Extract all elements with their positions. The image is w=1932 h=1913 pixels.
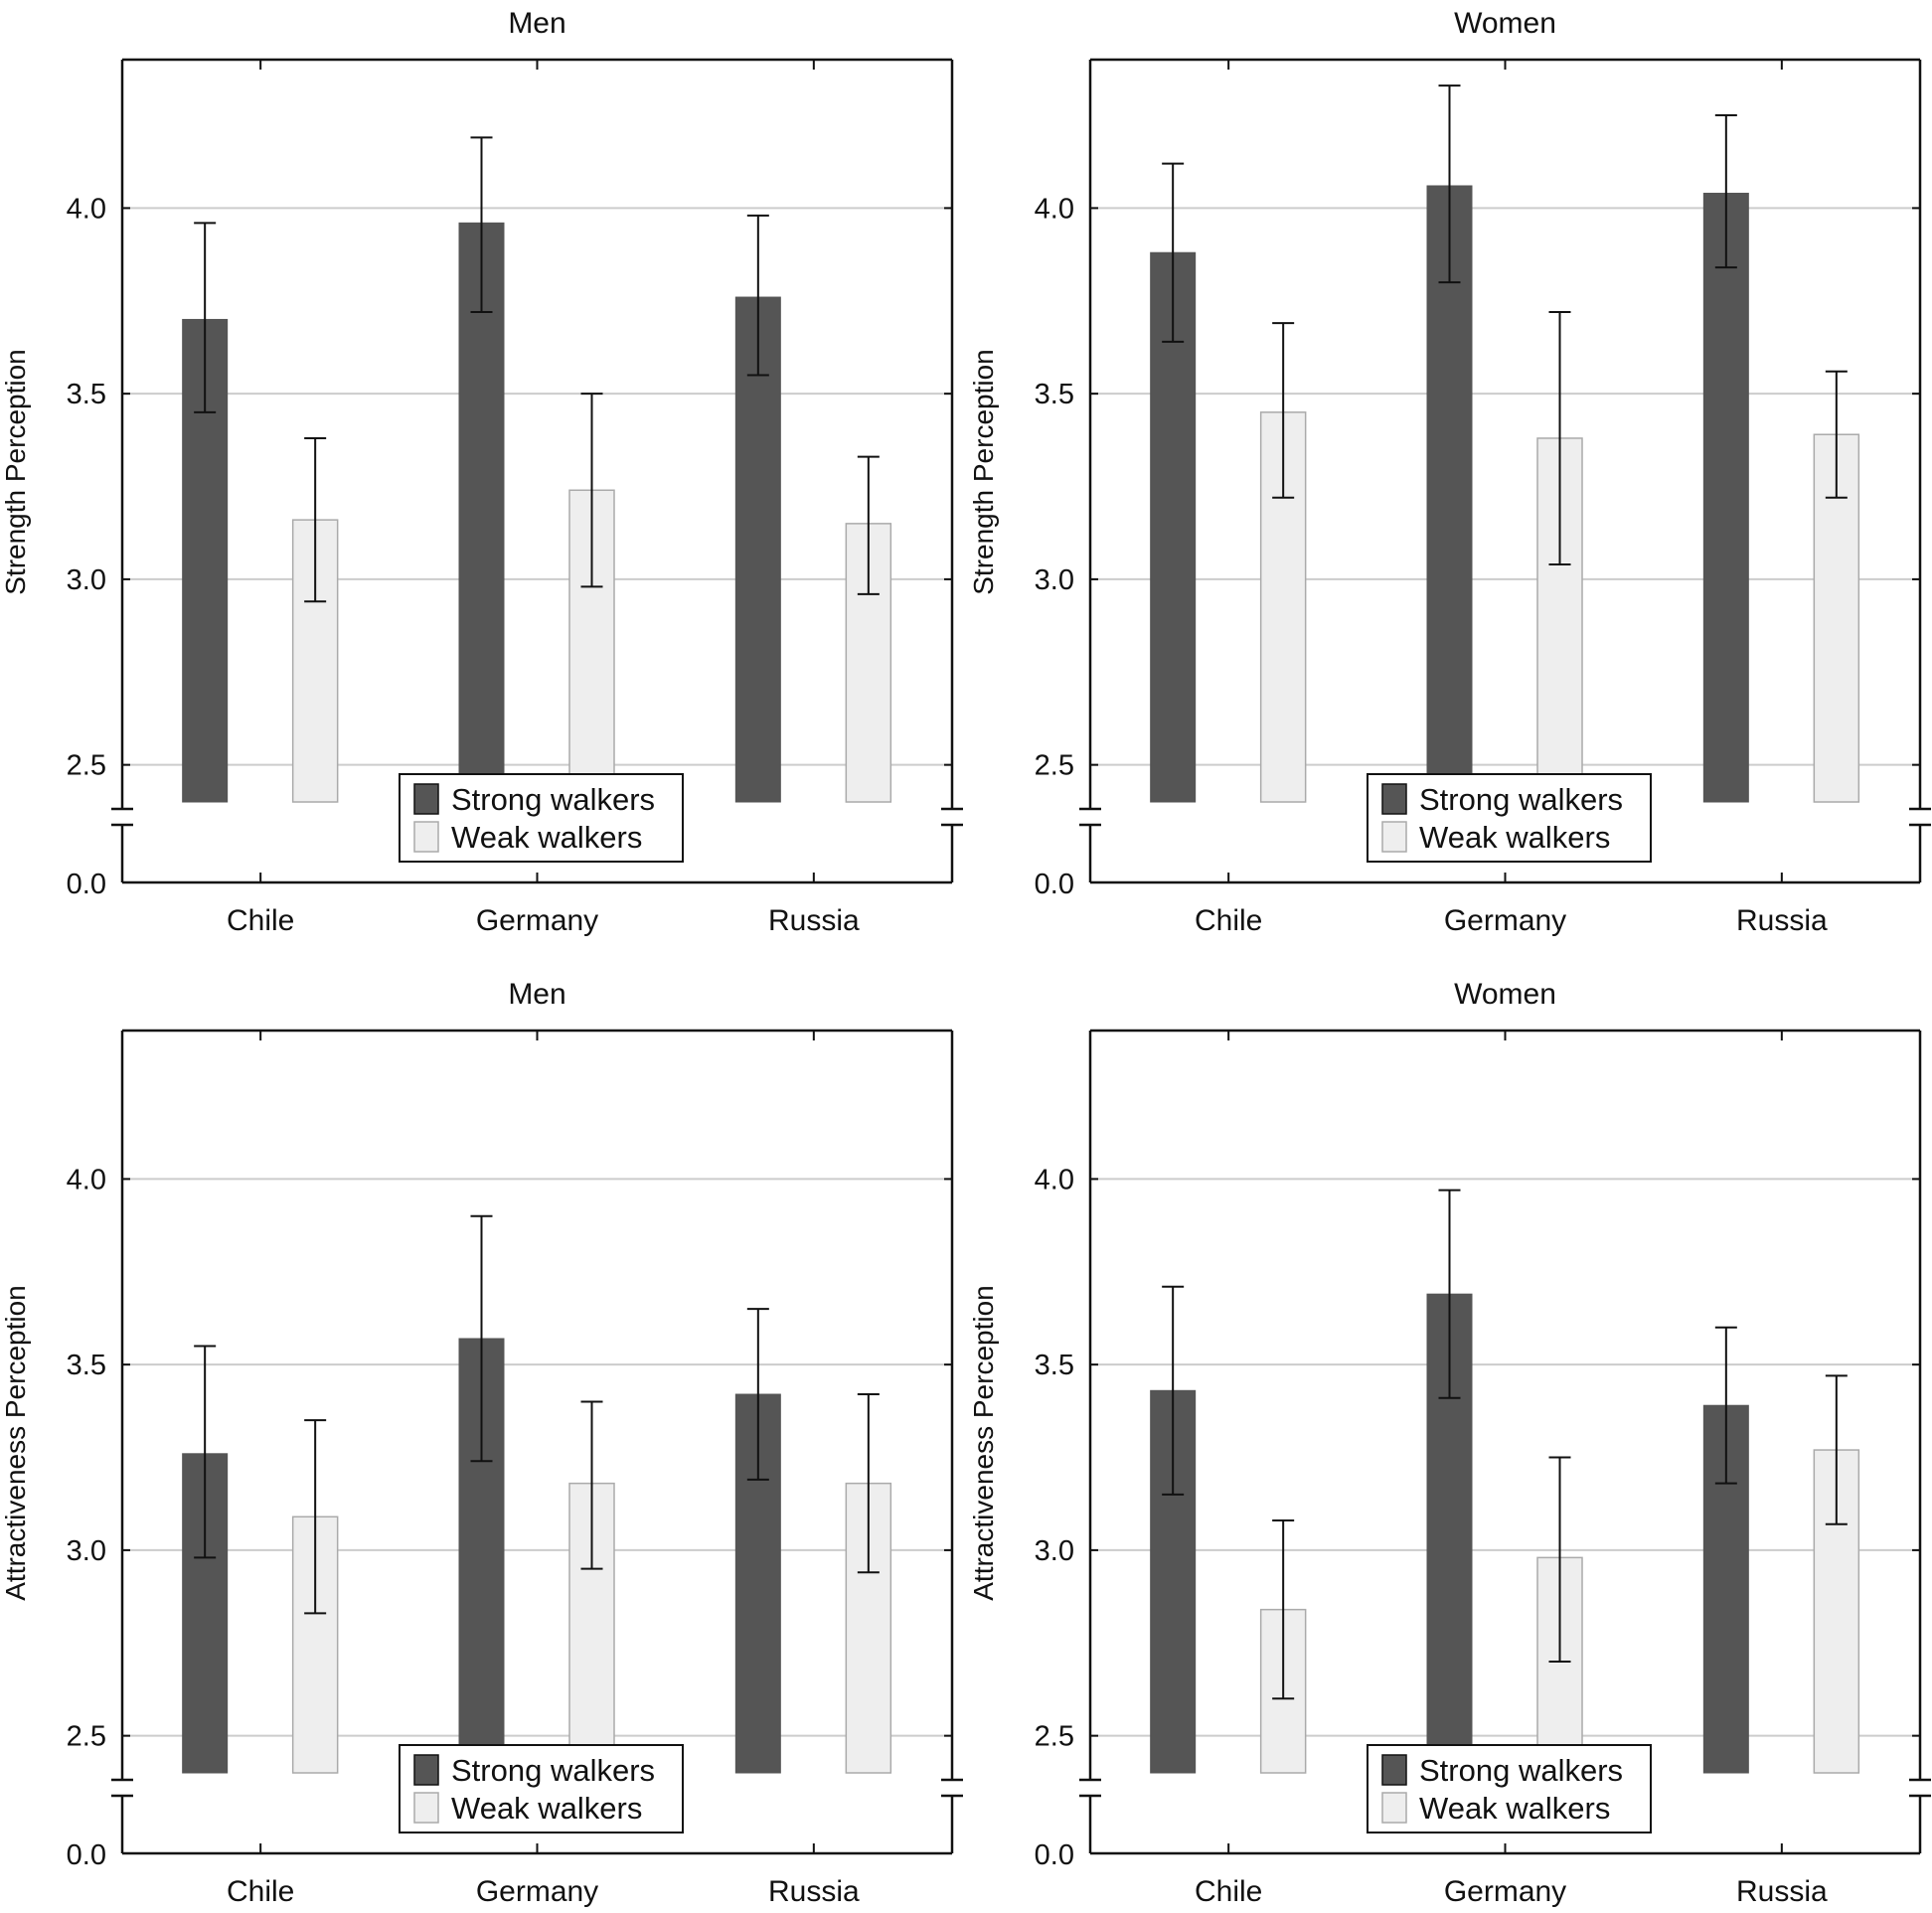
legend-label: Weak walkers: [451, 1791, 642, 1826]
chart-title: Men: [508, 978, 565, 1011]
chart-title: Women: [1454, 978, 1556, 1011]
y-tick-label: 3.5: [1035, 379, 1074, 410]
bar-strong-chile: [1150, 251, 1197, 803]
y-tick-label: 3.5: [1035, 1350, 1074, 1381]
x-category-label: Russia: [1736, 904, 1828, 937]
x-category-label: Chile: [227, 1875, 294, 1908]
x-category-label: Russia: [768, 1875, 860, 1908]
y-tick-label: 0.0: [67, 869, 106, 900]
legend-box: [1367, 773, 1652, 863]
legend-swatch-strong: [413, 1754, 439, 1786]
y-tick-label: 3.0: [1035, 1535, 1074, 1567]
x-category-label: Germany: [476, 904, 598, 937]
y-tick-label: 0.0: [67, 1839, 106, 1871]
y-tick-label: 3.5: [67, 379, 106, 410]
y-tick-label: 4.0: [67, 193, 106, 225]
y-tick-label: 4.0: [1035, 193, 1074, 225]
y-tick-label: 3.5: [67, 1350, 106, 1381]
legend-swatch-weak: [413, 821, 439, 853]
x-category-label: Germany: [1444, 904, 1566, 937]
bar-strong-germany: [1426, 185, 1473, 803]
y-tick-label: 2.5: [1035, 1721, 1074, 1753]
x-category-label: Russia: [768, 904, 860, 937]
chart-title: Women: [1454, 7, 1556, 40]
y-tick-label: 2.5: [67, 750, 106, 782]
legend-swatch-weak: [413, 1792, 439, 1824]
legend-label: Strong walkers: [451, 1753, 655, 1788]
x-category-label: Germany: [476, 1875, 598, 1908]
legend-swatch-strong: [1381, 783, 1407, 815]
y-tick-label: 2.5: [67, 1721, 106, 1753]
chart-panel-1: Men 2.5 3.0 3.5 4.0 0.0 Strength Perception Chi…: [0, 7, 963, 937]
chart-panel-2: Women 2.5 3.0 3.5 4.0 0.0 Strength Perception C…: [968, 7, 1931, 937]
legend-label: Strong walkers: [1419, 1753, 1623, 1788]
y-tick-label: 3.0: [67, 564, 106, 596]
x-category-label: Chile: [227, 904, 294, 937]
x-category-label: Russia: [1736, 1875, 1828, 1908]
legend-swatch-weak: [1381, 821, 1407, 853]
legend-label: Weak walkers: [451, 820, 642, 855]
chart-panel-4: Women 2.5 3.0 3.5 4.0 0.0 Attractiveness Perce…: [968, 978, 1931, 1908]
y-tick-label: 4.0: [67, 1164, 106, 1196]
x-category-label: Germany: [1444, 1875, 1566, 1908]
x-category-label: Chile: [1195, 904, 1262, 937]
y-axis-label: Strength Perception: [0, 349, 31, 595]
y-tick-label: 3.0: [1035, 564, 1074, 596]
legend-label: Weak walkers: [1419, 820, 1610, 855]
legend-box: [1367, 1744, 1652, 1833]
legend-swatch-strong: [413, 783, 439, 815]
x-category-label: Chile: [1195, 1875, 1262, 1908]
y-axis-label: Attractiveness Perception: [968, 1285, 999, 1601]
legend-label: Strong walkers: [451, 782, 655, 817]
y-axis-label: Strength Perception: [968, 349, 999, 595]
bar-strong-russia: [1702, 192, 1749, 803]
bar-strong-germany: [458, 222, 505, 803]
y-tick-label: 2.5: [1035, 750, 1074, 782]
y-tick-label: 3.0: [67, 1535, 106, 1567]
legend-box: [399, 773, 684, 863]
legend-label: Weak walkers: [1419, 1791, 1610, 1826]
legend-swatch-weak: [1381, 1792, 1407, 1824]
y-tick-label: 0.0: [1035, 869, 1074, 900]
legend-box: [399, 1744, 684, 1833]
legend-label: Strong walkers: [1419, 782, 1623, 817]
y-tick-label: 4.0: [1035, 1164, 1074, 1196]
legend-swatch-strong: [1381, 1754, 1407, 1786]
bar-strong-russia: [734, 296, 781, 803]
y-tick-label: 0.0: [1035, 1839, 1074, 1871]
chart-title: Men: [508, 7, 565, 40]
chart-panel-3: Men 2.5 3.0 3.5 4.0 0.0 Attractiveness Percept…: [0, 978, 963, 1908]
y-axis-label: Attractiveness Perception: [0, 1285, 31, 1601]
